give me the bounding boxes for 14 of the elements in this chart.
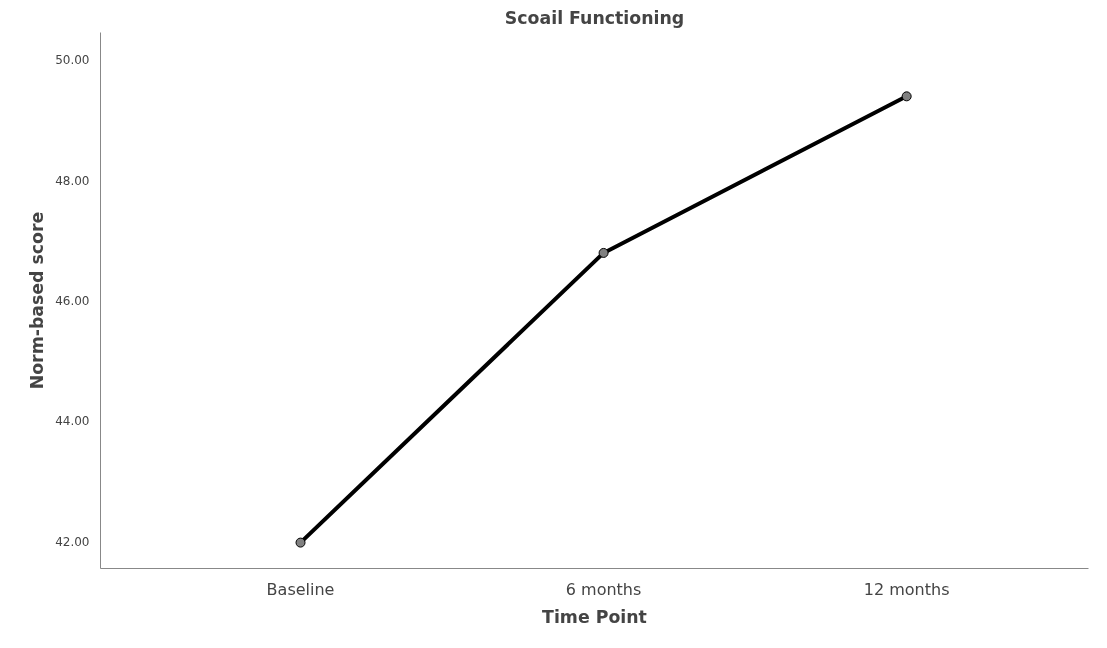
point: [598, 247, 609, 258]
x-tick-label: 6 months: [565, 579, 642, 599]
y-tick-label: 48.00: [55, 173, 90, 188]
chart-title: Scoail Functioning: [504, 7, 685, 28]
y-axis-title: Norm-based score: [27, 211, 48, 390]
x-tick-label: 12 months: [863, 579, 950, 599]
y-tick-label: 42.00: [55, 534, 90, 549]
y-tick-label: 44.00: [55, 414, 90, 429]
x-tick-label: Baseline: [266, 579, 335, 599]
y-tick-label: 50.00: [55, 53, 90, 68]
point: [901, 91, 912, 102]
x-axis-title: Time Point: [542, 606, 647, 627]
y-tick-label: 46.00: [55, 294, 90, 308]
point: [295, 537, 306, 548]
